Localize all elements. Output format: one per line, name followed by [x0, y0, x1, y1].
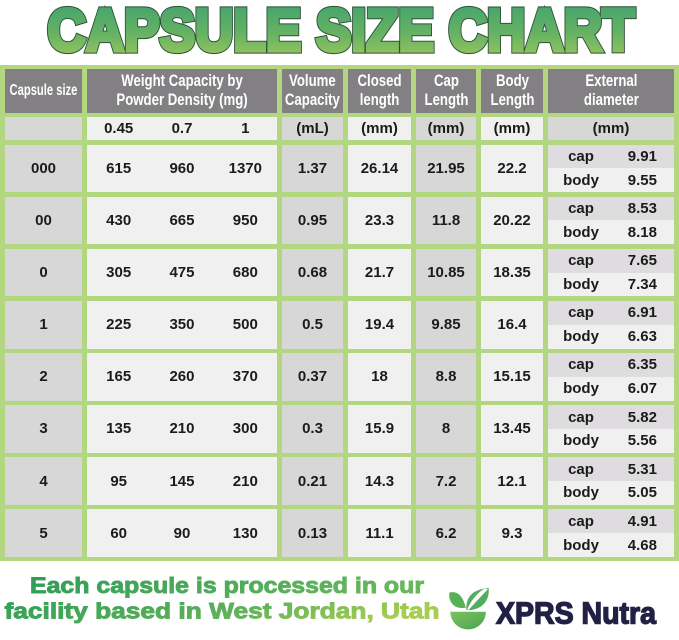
- svg-text:CAPSULE SIZE CHART: CAPSULE SIZE CHART: [48, 0, 635, 64]
- svg-text:Each capsule is processed in o: Each capsule is processed in our: [30, 573, 424, 598]
- svg-text:XPRS Nutra: XPRS Nutra: [496, 596, 657, 631]
- svg-text:facility based in West Jordan,: facility based in West Jordan, Utah: [5, 599, 440, 624]
- svg-text:CAPSULE SIZE CHART: CAPSULE SIZE CHART: [48, 0, 635, 64]
